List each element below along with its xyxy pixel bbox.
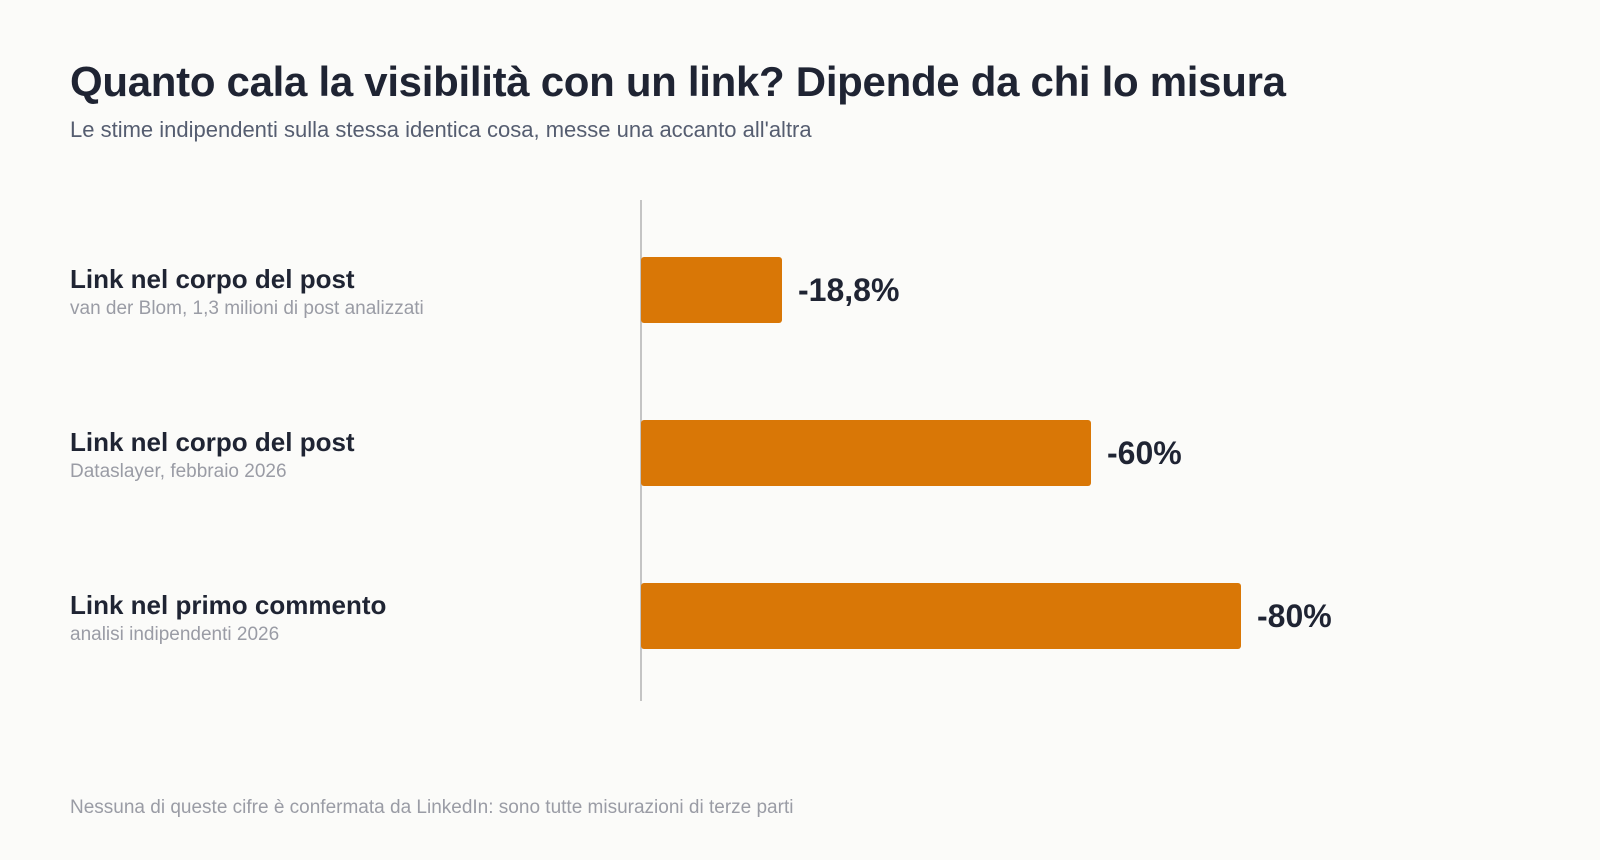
category-source-2: Dataslayer, febbraio 2026 (70, 461, 287, 482)
bar-2 (641, 420, 1091, 486)
category-label-1: Link nel corpo del post (70, 264, 355, 294)
bar-3 (641, 583, 1241, 649)
chart-title: Quanto cala la visibilità con un link? D… (70, 58, 1286, 105)
value-label-1: -18,8% (798, 272, 899, 308)
footer-note: Nessuna di queste cifre è confermata da … (70, 797, 794, 818)
category-label-2: Link nel corpo del post (70, 427, 355, 457)
value-label-2: -60% (1107, 435, 1182, 471)
value-label-3: -80% (1257, 598, 1332, 634)
category-source-1: van der Blom, 1,3 milioni di post analiz… (70, 298, 424, 319)
category-label-3: Link nel primo commento (70, 590, 386, 620)
category-source-3: analisi indipendenti 2026 (70, 624, 279, 645)
bar-1 (641, 257, 782, 323)
chart-subtitle: Le stime indipendenti sulla stessa ident… (70, 117, 812, 142)
